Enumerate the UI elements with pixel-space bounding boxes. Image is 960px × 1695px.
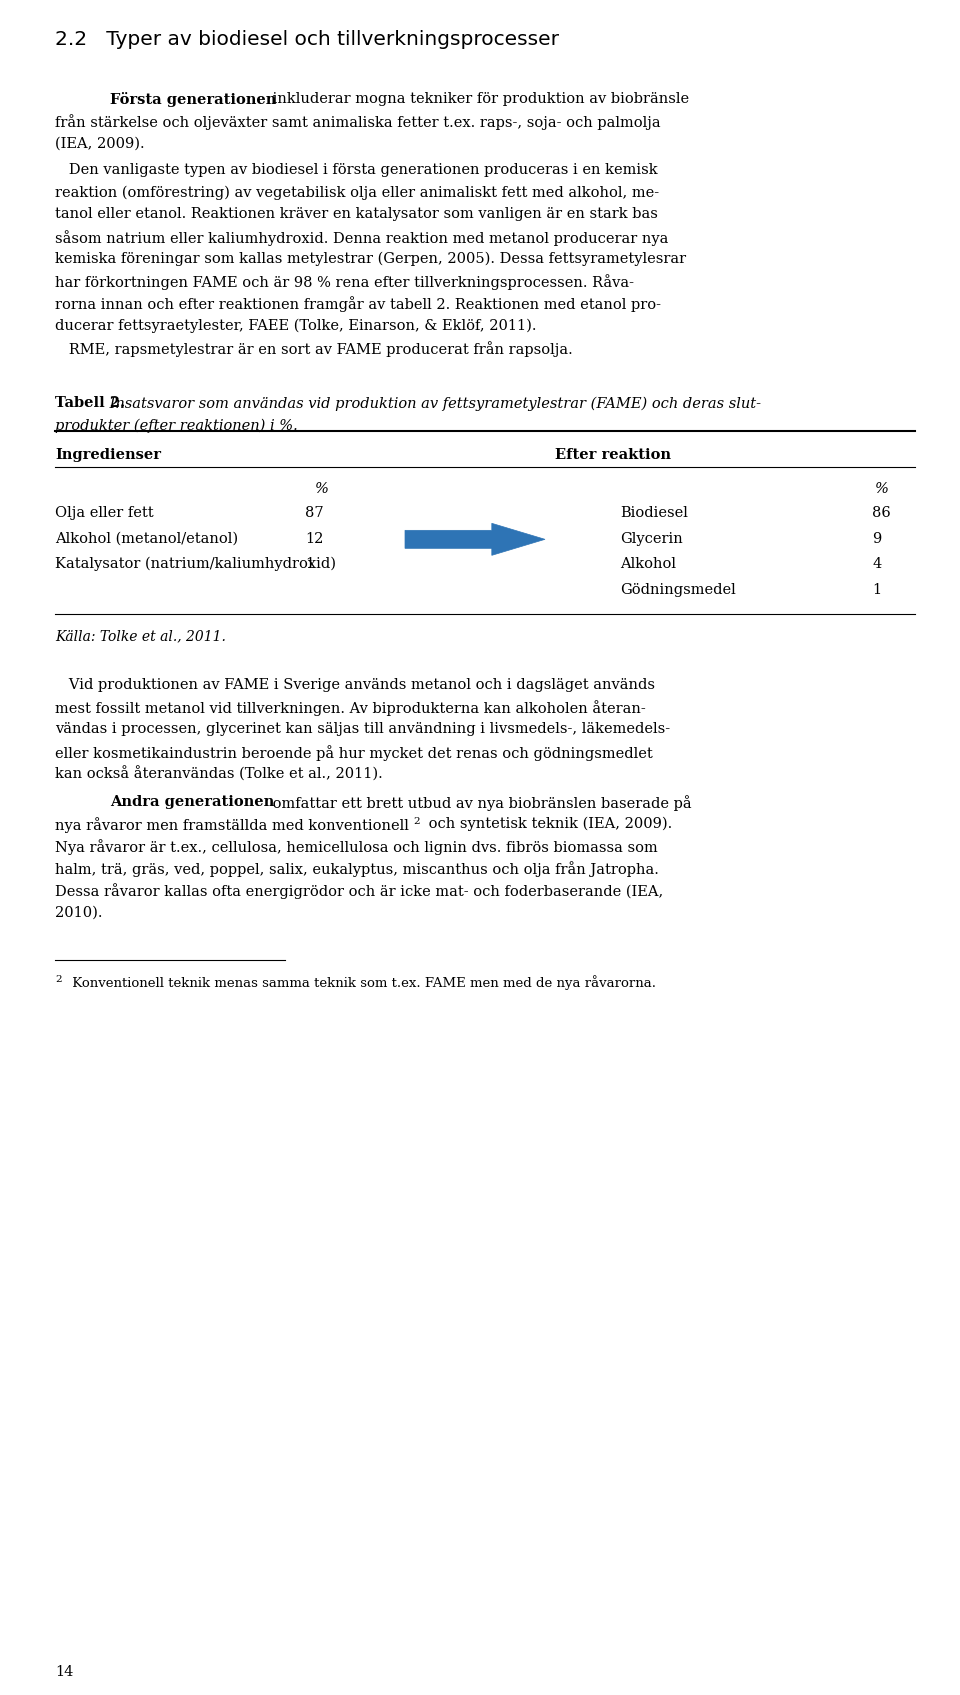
Text: vändas i processen, glycerinet kan säljas till användning i livsmedels-, läkemed: vändas i processen, glycerinet kan sälja… [55, 722, 670, 737]
Text: Andra generationen: Andra generationen [110, 795, 275, 809]
Text: 9: 9 [872, 532, 881, 546]
Text: Första generationen: Första generationen [110, 92, 276, 107]
Text: nya råvaror men framställda med konventionell: nya råvaror men framställda med konventi… [55, 817, 409, 832]
Text: Tabell 2.: Tabell 2. [55, 397, 125, 410]
Text: rorna innan och efter reaktionen framgår av tabell 2. Reaktionen med etanol pro-: rorna innan och efter reaktionen framgår… [55, 297, 661, 312]
Text: Alkohol (metanol/etanol): Alkohol (metanol/etanol) [55, 532, 238, 546]
Text: Vid produktionen av FAME i Sverige används metanol och i dagsläget används: Vid produktionen av FAME i Sverige använ… [55, 678, 655, 692]
Text: kemiska föreningar som kallas metylestrar (Gerpen, 2005). Dessa fettsyrametylesr: kemiska föreningar som kallas metylestra… [55, 253, 686, 266]
Text: Efter reaktion: Efter reaktion [555, 447, 671, 463]
Text: %: % [875, 481, 889, 495]
Text: reaktion (omförestring) av vegetabilisk olja eller animaliskt fett med alkohol, : reaktion (omförestring) av vegetabilisk … [55, 185, 660, 200]
Text: Gödningsmedel: Gödningsmedel [620, 583, 735, 597]
Text: 14: 14 [55, 1664, 73, 1680]
Text: tanol eller etanol. Reaktionen kräver en katalysator som vanligen är en stark ba: tanol eller etanol. Reaktionen kräver en… [55, 207, 658, 222]
Text: inkluderar mogna tekniker för produktion av biobränsle: inkluderar mogna tekniker för produktion… [268, 92, 688, 107]
Text: produkter (efter reaktionen) i %.: produkter (efter reaktionen) i %. [55, 419, 298, 432]
Text: 4: 4 [872, 558, 881, 571]
Text: 2.2   Typer av biodiesel och tillverkningsprocesser: 2.2 Typer av biodiesel och tillverknings… [55, 31, 559, 49]
Text: 12: 12 [305, 532, 324, 546]
Text: Alkohol: Alkohol [620, 558, 676, 571]
Text: Dessa råvaror kallas ofta energigrödor och är icke mat- och foderbaserande (IEA,: Dessa råvaror kallas ofta energigrödor o… [55, 883, 663, 900]
Text: Insatsvaror som användas vid produktion av fettsyrametylestrar (FAME) och deras : Insatsvaror som användas vid produktion … [105, 397, 761, 410]
Text: 2010).: 2010). [55, 905, 103, 920]
Text: eller kosmetikaindustrin beroende på hur mycket det renas och gödningsmedlet: eller kosmetikaindustrin beroende på hur… [55, 744, 653, 761]
Text: 2: 2 [55, 975, 61, 985]
Text: Glycerin: Glycerin [620, 532, 683, 546]
Text: såsom natrium eller kaliumhydroxid. Denna reaktion med metanol producerar nya: såsom natrium eller kaliumhydroxid. Denn… [55, 229, 668, 246]
Text: Olja eller fett: Olja eller fett [55, 507, 154, 520]
Text: Ingredienser: Ingredienser [55, 447, 161, 463]
Text: 1: 1 [872, 583, 881, 597]
Text: från stärkelse och oljeväxter samt animaliska fetter t.ex. raps-, soja- och palm: från stärkelse och oljeväxter samt anima… [55, 114, 660, 131]
Text: Nya råvaror är t.ex., cellulosa, hemicellulosa och lignin dvs. fibrös biomassa s: Nya råvaror är t.ex., cellulosa, hemicel… [55, 839, 658, 854]
Text: Biodiesel: Biodiesel [620, 507, 688, 520]
Text: 1: 1 [305, 558, 314, 571]
Text: Den vanligaste typen av biodiesel i första generationen produceras i en kemisk: Den vanligaste typen av biodiesel i förs… [55, 163, 658, 176]
Text: 86: 86 [872, 507, 891, 520]
Text: Källa: Tolke et al., 2011.: Källa: Tolke et al., 2011. [55, 629, 226, 642]
Text: och syntetisk teknik (IEA, 2009).: och syntetisk teknik (IEA, 2009). [424, 817, 673, 831]
Text: halm, trä, gräs, ved, poppel, salix, eukalyptus, miscanthus och olja från Jatrop: halm, trä, gräs, ved, poppel, salix, euk… [55, 861, 659, 876]
Polygon shape [405, 524, 545, 556]
Text: ducerar fettsyraetylester, FAEE (Tolke, Einarson, & Eklöf, 2011).: ducerar fettsyraetylester, FAEE (Tolke, … [55, 319, 537, 332]
Text: (IEA, 2009).: (IEA, 2009). [55, 136, 145, 151]
Text: RME, rapsmetylestrar är en sort av FAME producerat från rapsolja.: RME, rapsmetylestrar är en sort av FAME … [55, 341, 573, 356]
Text: %: % [315, 481, 329, 495]
Text: mest fossilt metanol vid tillverkningen. Av biprodukterna kan alkoholen återan-: mest fossilt metanol vid tillverkningen.… [55, 700, 646, 717]
Text: Konventionell teknik menas samma teknik som t.ex. FAME men med de nya råvarorna.: Konventionell teknik menas samma teknik … [68, 975, 656, 990]
Text: omfattar ett brett utbud av nya biobränslen baserade på: omfattar ett brett utbud av nya biobräns… [268, 795, 691, 810]
Text: 87: 87 [305, 507, 324, 520]
Text: Katalysator (natrium/kaliumhydroxid): Katalysator (natrium/kaliumhydroxid) [55, 558, 336, 571]
Text: har förkortningen FAME och är 98 % rena efter tillverkningsprocessen. Råva-: har förkortningen FAME och är 98 % rena … [55, 275, 634, 290]
Text: 2: 2 [414, 817, 420, 825]
Text: kan också återanvändas (Tolke et al., 2011).: kan också återanvändas (Tolke et al., 20… [55, 766, 383, 781]
